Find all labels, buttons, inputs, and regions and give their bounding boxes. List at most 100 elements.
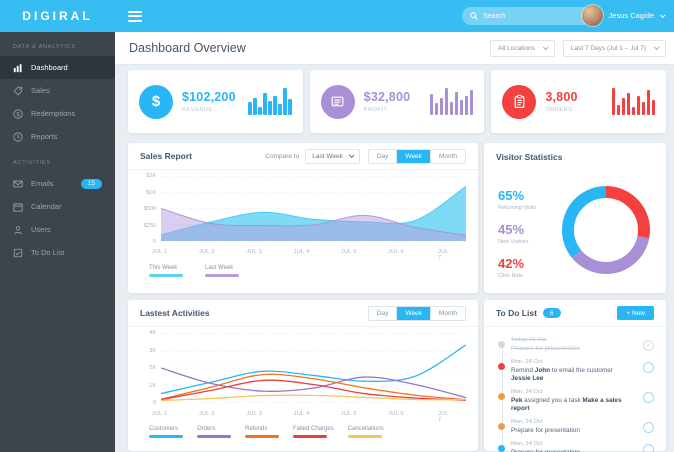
search-box[interactable] [462, 7, 592, 25]
panel-title: To Do List [496, 308, 537, 318]
kpi-row: $ $102,200 REVENUE $32,800 PROFIT 3,800 [128, 70, 667, 133]
svg-text:$: $ [16, 112, 20, 118]
compare-select[interactable]: Last Week [305, 148, 360, 164]
tab-day[interactable]: Day [368, 306, 397, 320]
kpi-card-revenue: $ $102,200 REVENUE [128, 70, 303, 133]
todo-item: Today, 21 Oct Prepare for presentation ✓ [484, 334, 666, 356]
todo-checkbox[interactable] [643, 422, 654, 433]
sidebar-item-sales[interactable]: Sales [0, 79, 115, 102]
chevron-down-icon [653, 44, 660, 51]
sidebar-item-label: Calendar [31, 202, 62, 211]
todo-list: Today, 21 Oct Prepare for presentation ✓ Mo… [484, 327, 666, 452]
sales-y-axis: $2K $1K $500 $250 0 [143, 173, 156, 245]
kpi-label: PROFIT [363, 107, 388, 113]
stat-returning-visits: 65% Returning Visits [498, 188, 537, 211]
todo-date: Mon, 24 Oct [511, 389, 543, 395]
todo-status-dot [498, 393, 505, 400]
todo-text: Prepare for presentation [511, 426, 580, 434]
sales-legend: This Week Last Week [149, 265, 239, 277]
emails-count-badge: 15 [80, 178, 102, 189]
tab-week[interactable]: Week [396, 306, 430, 320]
sidebar-item-label: Reports [31, 132, 58, 141]
kpi-value: $102,200 [182, 90, 236, 104]
activities-line-chart [161, 333, 466, 403]
sidebar-item-todo-list[interactable]: To Do List [0, 241, 115, 264]
sidebar-item-calendar[interactable]: Calendar [0, 195, 115, 218]
bar-chart-icon [13, 63, 22, 72]
main-content: Dashboard Overview All Locations Last 7 … [115, 32, 674, 452]
todo-text: Prepare for presentation [511, 448, 580, 452]
date-range-select[interactable]: Last 7 Days (Jul 1 – Jul 7) [562, 39, 666, 57]
todo-status-dot [498, 363, 505, 370]
kpi-sparkline [248, 88, 292, 115]
tab-month[interactable]: Month [429, 149, 465, 163]
money-icon: $ [139, 84, 173, 119]
activities-period-tabs: Day Week Month [367, 305, 466, 321]
sidebar-item-label: Emails [31, 179, 54, 188]
sidebar-item-label: Sales [31, 86, 50, 95]
todo-count-badge: 6 [542, 308, 561, 318]
sidebar-section-label: DATA & ANALYTICS [13, 44, 76, 50]
clipboard-icon [502, 84, 537, 119]
latest-activities-panel: Lastest Activities Day Week Month 4K 3K 2K 1K… [128, 300, 478, 451]
location-filter-select[interactable]: All Locations [489, 39, 555, 57]
sales-period-tabs: Day Week Month [367, 148, 466, 164]
search-icon [470, 12, 478, 20]
todo-status-dot [498, 423, 505, 430]
todo-panel: To Do List 6 + New Today, 21 Oct Prepare … [484, 300, 666, 452]
todo-checkbox[interactable] [643, 362, 654, 373]
search-input[interactable] [483, 12, 584, 20]
chevron-down-icon [348, 152, 355, 159]
todo-status-dot [498, 445, 505, 452]
kpi-value: $32,800 [363, 90, 411, 104]
tab-day[interactable]: Day [368, 149, 397, 163]
kpi-sparkline [429, 88, 474, 115]
sidebar-item-label: Redemptions [31, 109, 76, 118]
todo-item: Mon, 24 Oct Prepare for presentation [484, 416, 666, 438]
tab-month[interactable]: Month [429, 306, 465, 320]
new-todo-button[interactable]: + New [617, 306, 654, 320]
chevron-down-icon [659, 11, 666, 18]
legend-cancellations: Cancellations [347, 426, 384, 438]
sidebar-item-redemptions[interactable]: $ Redemptions [0, 102, 115, 125]
todo-text: Prepare for presentation [511, 344, 580, 352]
sidebar-item-reports[interactable]: Reports [0, 125, 115, 148]
todo-date: Mon, 24 Oct [511, 441, 543, 447]
page-title: Dashboard Overview [129, 41, 246, 55]
envelope-icon [13, 180, 23, 187]
dollar-circle-icon: $ [13, 108, 23, 119]
todo-text: Remind John to email the customer Jessie… [511, 366, 613, 382]
location-filter-value: All Locations [497, 44, 535, 52]
date-range-value: Last 7 Days (Jul 1 – Jul 7) [570, 44, 646, 52]
stat-click-rate: 42% Click Rate [498, 256, 525, 279]
sidebar-item-emails[interactable]: Emails 15 [0, 172, 115, 195]
sidebar-section-label: ACTIVITIES [13, 160, 51, 166]
user-menu[interactable]: Jesus Cagide [581, 5, 666, 26]
panel-title: Sales Report [140, 151, 192, 161]
sidebar-item-dashboard[interactable]: Dashboard [0, 56, 115, 79]
todo-checkbox[interactable] [643, 444, 654, 452]
compare-to-label: Compare to [265, 152, 300, 160]
top-bar: DIGIRAL Jesus Cagide [0, 0, 674, 32]
todo-text: Pek assigned you a task Make a sales rep… [511, 396, 622, 412]
hamburger-menu-icon[interactable] [128, 10, 142, 22]
activities-y-axis: 4K 3K 2K 1K 0 [149, 330, 156, 406]
visitor-donut-chart [562, 186, 650, 274]
kpi-value: 3,800 [545, 90, 578, 104]
activities-legend: Customers Orders Refunds Failed Charges Canc… [149, 426, 384, 438]
stat-new-visitors: 45% New Visitors [498, 222, 529, 245]
todo-checkbox[interactable]: ✓ [643, 340, 654, 351]
todo-checkbox[interactable] [643, 392, 654, 403]
sidebar-item-label: Dashboard [31, 63, 68, 72]
sales-x-axis: JUL 1 JUL 2 JUL 3 JUL 4 JUL 5 JUL 6 JUL 7 [151, 249, 449, 261]
todo-item: Mon, 24 Oct Prepare for presentation [484, 438, 666, 452]
sidebar-item-label: To Do List [31, 248, 65, 257]
sidebar: DATA & ANALYTICS Dashboard Sales $ Redem… [0, 32, 115, 452]
user-name: Jesus Cagide [608, 11, 654, 20]
tab-week[interactable]: Week [396, 149, 430, 163]
panel-title: Lastest Activities [140, 308, 210, 318]
activities-x-axis: JUL 1 JUL 2 JUL 3 JUL 4 JUL 5 JUL 6 JUL 7 [151, 411, 449, 423]
legend-customers: Customers [149, 426, 183, 438]
sidebar-item-users[interactable]: Users [0, 218, 115, 241]
